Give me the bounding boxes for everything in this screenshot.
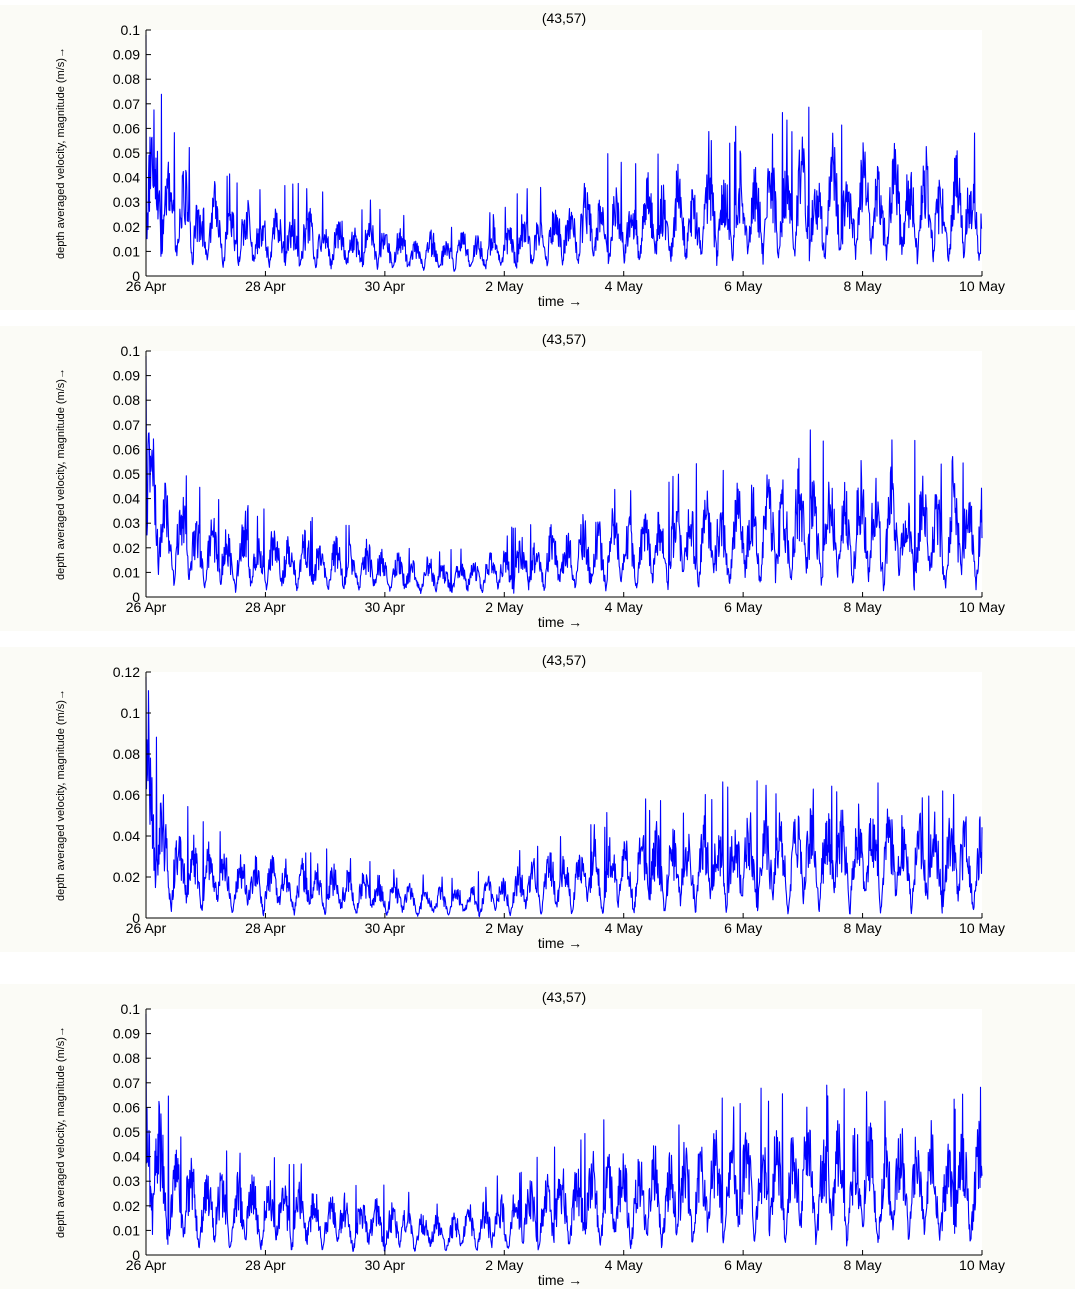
y-tick-label: 0.08 — [113, 392, 140, 408]
chart-title: (43,57) — [542, 10, 586, 26]
x-tick-label: 26 Apr — [126, 1257, 167, 1273]
series-line — [145, 34, 983, 272]
y-axis-label: depth averaged velocity, magnitude (m/s)… — [55, 689, 67, 901]
y-axis-label: depth averaged velocity, magnitude (m/s)… — [55, 368, 67, 580]
y-tick-label: 0.08 — [113, 746, 140, 762]
x-tick-label: 8 May — [844, 920, 882, 936]
x-tick-label: 6 May — [724, 1257, 762, 1273]
x-tick-label: 4 May — [605, 278, 643, 294]
y-tick-label: 0.05 — [113, 466, 140, 482]
y-tick-label: 0.12 — [113, 664, 140, 680]
series-line — [145, 1013, 983, 1253]
x-tick-label: 28 Apr — [245, 599, 286, 615]
x-tick-label: 6 May — [724, 278, 762, 294]
y-tick-label: 0 — [132, 589, 140, 605]
chart-panel-3: 0 0.02 0.04 0.06 0.08 0.1 0.12 26 Apr 28 Apr 30 A… — [0, 647, 1075, 952]
y-tick-label: 0.04 — [113, 491, 140, 507]
x-tick-label: 8 May — [844, 1257, 882, 1273]
y-tick-label: 0.01 — [113, 243, 140, 259]
y-tick-label: 0.1 — [121, 705, 141, 721]
x-tick-label: 6 May — [724, 599, 762, 615]
y-tick-label: 0.02 — [113, 540, 140, 556]
chart-title: (43,57) — [542, 331, 586, 347]
y-axis-label: depth averaged velocity, magnitude (m/s)… — [55, 1026, 67, 1238]
y-tick-label: 0.05 — [113, 1124, 140, 1140]
y-tick-label: 0.02 — [113, 1198, 140, 1214]
x-tick-label: 10 May — [959, 599, 1005, 615]
x-tick-label: 8 May — [844, 599, 882, 615]
chart-panel-2: 0 0.01 0.02 0.03 0.04 0.05 0.06 0.07 0.08 0.09 0.1… — [0, 326, 1075, 631]
y-tick-label: 0.01 — [113, 1222, 140, 1238]
y-tick-label: 0.02 — [113, 219, 140, 235]
x-tick-label: 10 May — [959, 1257, 1005, 1273]
x-tick-label: 26 Apr — [126, 920, 167, 936]
chart-svg-4: 0 0.01 0.02 0.03 0.04 0.05 0.06 0.07 0.08 0.09 0.1… — [0, 984, 1075, 1289]
y-tick-label: 0.09 — [113, 368, 140, 384]
x-axis-label: time → — [538, 293, 582, 309]
y-tick-label: 0.08 — [113, 71, 140, 87]
x-tick-label: 4 May — [605, 1257, 643, 1273]
x-tick-label: 6 May — [724, 920, 762, 936]
y-tick-label: 0.09 — [113, 1026, 140, 1042]
y-tick-label: 0.06 — [113, 441, 140, 457]
y-tick-label: 0 — [132, 1247, 140, 1263]
y-tick-label: 0.06 — [113, 787, 140, 803]
x-tick-label: 30 Apr — [365, 1257, 406, 1273]
y-tick-label: 0.07 — [113, 417, 140, 433]
chart-panel-4: 0 0.01 0.02 0.03 0.04 0.05 0.06 0.07 0.08 0.09 0.1… — [0, 984, 1075, 1289]
x-tick-label: 4 May — [605, 599, 643, 615]
x-tick-label: 10 May — [959, 920, 1005, 936]
x-axis-label: time → — [538, 1272, 582, 1288]
y-tick-label: 0 — [132, 268, 140, 284]
y-tick-label: 0.1 — [121, 1001, 141, 1017]
series-line — [145, 676, 983, 918]
chart-svg-2: 0 0.01 0.02 0.03 0.04 0.05 0.06 0.07 0.08 0.09 0.1… — [0, 326, 1075, 631]
x-tick-label: 2 May — [485, 1257, 523, 1273]
y-tick-label: 0.02 — [113, 869, 140, 885]
x-tick-label: 26 Apr — [126, 599, 167, 615]
x-tick-label: 30 Apr — [365, 278, 406, 294]
y-tick-label: 0.09 — [113, 47, 140, 63]
y-tick-label: 0.03 — [113, 515, 140, 531]
x-axis-label: time → — [538, 614, 582, 630]
y-tick-label: 0.08 — [113, 1050, 140, 1066]
x-tick-label: 2 May — [485, 278, 523, 294]
chart-title: (43,57) — [542, 989, 586, 1005]
x-tick-label: 28 Apr — [245, 920, 286, 936]
x-tick-label: 8 May — [844, 278, 882, 294]
y-tick-label: 0.1 — [121, 343, 141, 359]
y-tick-label: 0.04 — [113, 1149, 140, 1165]
y-tick-label: 0.03 — [113, 194, 140, 210]
y-tick-label: 0.1 — [121, 22, 141, 38]
y-tick-label: 0.03 — [113, 1173, 140, 1189]
x-tick-label: 28 Apr — [245, 1257, 286, 1273]
x-tick-label: 2 May — [485, 599, 523, 615]
y-axis-label: depth averaged velocity, magnitude (m/s)… — [55, 47, 67, 259]
x-tick-label: 4 May — [605, 920, 643, 936]
chart-svg-1: 0 0.01 0.02 0.03 0.04 0.05 0.06 0.07 0.08 0.09 0.1… — [0, 5, 1075, 310]
x-tick-label: 30 Apr — [365, 920, 406, 936]
x-tick-label: 30 Apr — [365, 599, 406, 615]
x-tick-label: 2 May — [485, 920, 523, 936]
y-tick-label: 0.06 — [113, 1099, 140, 1115]
y-tick-label: 0 — [132, 910, 140, 926]
y-tick-label: 0.06 — [113, 120, 140, 136]
x-tick-label: 26 Apr — [126, 278, 167, 294]
y-tick-label: 0.05 — [113, 145, 140, 161]
y-tick-label: 0.07 — [113, 1075, 140, 1091]
x-tick-label: 28 Apr — [245, 278, 286, 294]
y-tick-label: 0.04 — [113, 170, 140, 186]
chart-svg-3: 0 0.02 0.04 0.06 0.08 0.1 0.12 26 Apr 28 Apr 30 A… — [0, 647, 1075, 952]
chart-title: (43,57) — [542, 652, 586, 668]
y-tick-label: 0.07 — [113, 96, 140, 112]
chart-panel-1: 0 0.01 0.02 0.03 0.04 0.05 0.06 0.07 0.08 0.09 0.1… — [0, 5, 1075, 310]
y-tick-label: 0.04 — [113, 828, 140, 844]
x-tick-label: 10 May — [959, 278, 1005, 294]
y-tick-label: 0.01 — [113, 564, 140, 580]
series-line — [145, 355, 983, 595]
x-axis-label: time → — [538, 935, 582, 951]
